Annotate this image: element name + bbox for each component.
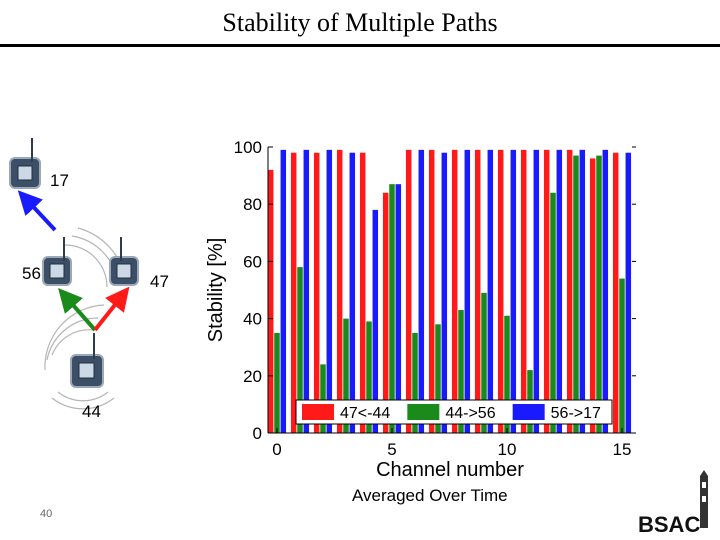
bsac-logo: BSAC — [638, 470, 708, 537]
bar-1-5 — [389, 184, 395, 433]
bar-0-9 — [474, 149, 481, 434]
x-axis-label: Channel number — [376, 459, 524, 481]
stability-bar-chart: 0 20 40 60 80 100 0 5 10 15 Stability [%] Channe… — [205, 138, 637, 481]
bar-2-12 — [556, 149, 563, 434]
legend-swatch-0 — [302, 404, 334, 420]
legend-box — [295, 399, 613, 425]
bar-0-2 — [313, 152, 320, 433]
bar-0-3 — [336, 149, 343, 434]
bar-0-13 — [566, 149, 573, 434]
title-divider — [0, 44, 720, 47]
bar-2-4 — [372, 209, 379, 433]
node-label-56: 56 — [22, 264, 41, 283]
bar-1-8 — [458, 310, 464, 433]
bar-1-0 — [274, 332, 280, 433]
bar-0-5 — [382, 192, 389, 433]
bar-0-14 — [589, 158, 596, 433]
bar-1-7 — [435, 324, 441, 433]
bar-0-4 — [359, 152, 366, 433]
network-diagram — [9, 138, 139, 410]
bar-2-6 — [418, 149, 425, 434]
x-tick-label: 5 — [387, 440, 396, 459]
bar-2-8 — [464, 149, 471, 434]
bar-2-0 — [280, 149, 287, 434]
bar-1-12 — [550, 192, 556, 433]
bar-1-15 — [619, 278, 625, 433]
bar-0-0 — [267, 169, 274, 433]
bar-0-12 — [543, 149, 550, 434]
node-label-17: 17 — [50, 171, 69, 190]
bar-2-13 — [579, 149, 586, 434]
bar-0-15 — [612, 152, 619, 433]
arrow-56-to-17 — [17, 190, 57, 232]
bar-1-3 — [343, 318, 349, 433]
arrow-44-to-56 — [58, 287, 97, 332]
y-tick-label: 60 — [243, 252, 262, 271]
y-tick-label: 0 — [253, 424, 262, 443]
bar-1-14 — [596, 155, 602, 433]
mote-node-17 — [9, 138, 41, 189]
legend-label-2: 56->17 — [551, 405, 601, 422]
chart-legend: 47<-44 44->56 56->17 — [295, 399, 613, 425]
bar-2-11 — [533, 149, 540, 434]
legend-swatch-2 — [512, 404, 545, 420]
bar-2-3 — [349, 152, 356, 433]
y-tick-label: 100 — [234, 138, 262, 157]
bar-1-10 — [504, 315, 510, 433]
bar-0-11 — [520, 149, 527, 434]
page-number: 40 — [40, 508, 53, 520]
legend-swatch-1 — [407, 404, 440, 420]
svg-text:BSAC: BSAC — [638, 512, 700, 537]
y-axis-label: Stability [%] — [205, 238, 227, 342]
bar-2-10 — [510, 149, 517, 434]
mote-node-47 — [109, 237, 139, 286]
bar-0-8 — [451, 149, 458, 434]
bar-1-6 — [412, 332, 418, 433]
slide-title: Stability of Multiple Paths — [222, 8, 498, 37]
y-tick-label: 80 — [243, 195, 262, 214]
bar-0-10 — [497, 149, 504, 434]
x-tick-label: 15 — [613, 440, 632, 459]
bar-1-9 — [481, 292, 487, 433]
signal-rings — [44, 227, 127, 410]
legend-label-1: 44->56 — [445, 405, 495, 422]
bar-1-13 — [573, 155, 579, 433]
legend-label-0: 47<-44 — [340, 405, 390, 422]
y-tick-label: 20 — [243, 367, 262, 386]
x-tick-label: 0 — [272, 440, 281, 459]
bar-2-9 — [487, 149, 494, 434]
bar-2-5 — [395, 184, 402, 433]
mote-node-56 — [42, 237, 72, 286]
y-tick-label: 40 — [243, 310, 262, 329]
mote-node-44 — [70, 333, 104, 388]
node-label-44: 44 — [82, 402, 101, 421]
bar-1-1 — [297, 267, 303, 433]
x-tick-label: 10 — [498, 440, 517, 459]
bar-2-14 — [602, 149, 609, 434]
bar-0-6 — [405, 149, 412, 434]
bar-0-7 — [428, 149, 435, 434]
bar-0-1 — [290, 152, 297, 433]
arrow-44-to-47 — [93, 286, 130, 332]
node-label-47: 47 — [150, 272, 169, 291]
bar-2-15 — [625, 152, 632, 433]
bar-2-1 — [303, 149, 310, 434]
chart-caption: Averaged Over Time — [352, 486, 508, 505]
bar-1-4 — [366, 321, 372, 433]
bar-2-7 — [441, 152, 448, 433]
bar-1-2 — [320, 364, 326, 433]
bar-2-2 — [326, 149, 333, 434]
